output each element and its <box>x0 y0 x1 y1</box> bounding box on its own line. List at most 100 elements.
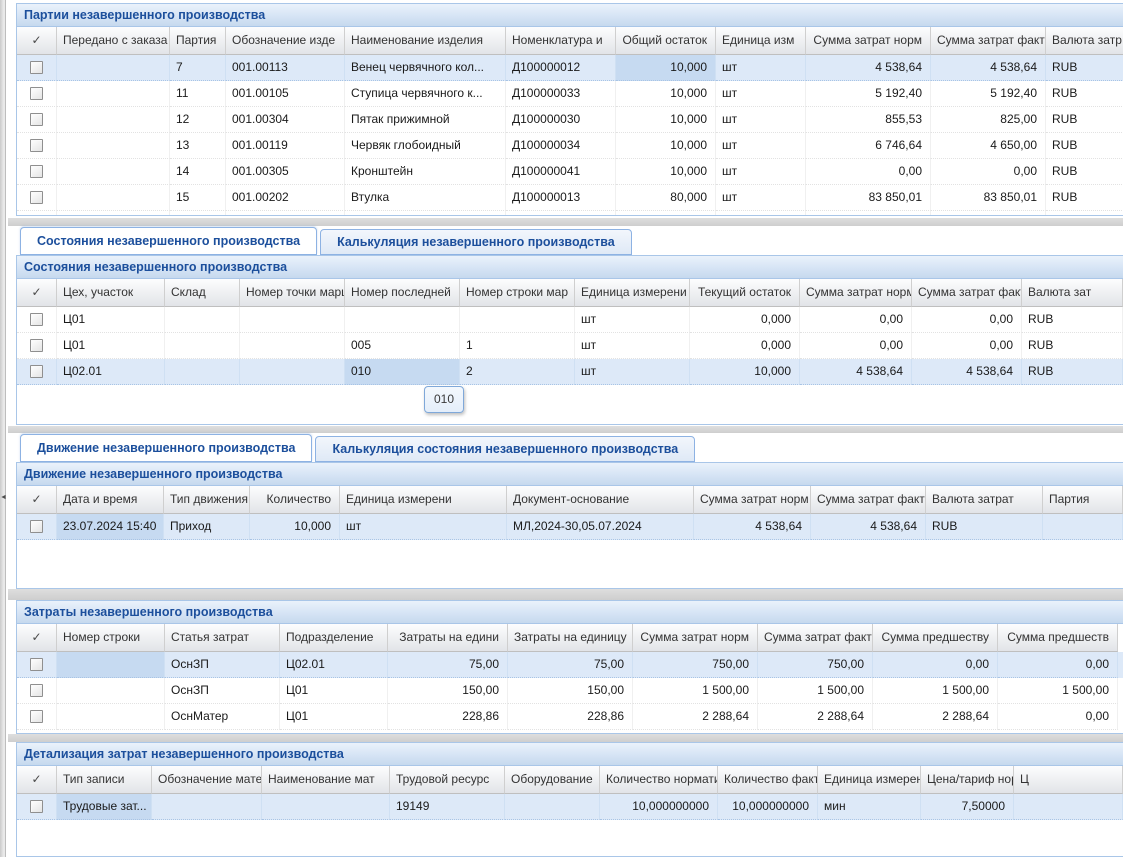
column-header[interactable]: Сумма затрат факт <box>811 486 926 514</box>
column-header[interactable]: Сумма затрат норм <box>694 486 811 514</box>
cell[interactable]: 001.00105 <box>226 81 345 107</box>
cell[interactable]: 6 746,64 <box>806 133 931 159</box>
cell[interactable]: 14 <box>170 159 226 185</box>
cell[interactable]: 4 538,64 <box>811 514 926 540</box>
column-header[interactable]: Валюта затрат <box>926 486 1043 514</box>
cell[interactable]: Д100000013 <box>506 185 616 211</box>
cell[interactable]: 1 500,00 <box>633 678 758 704</box>
cell[interactable]: 001.00304 <box>226 107 345 133</box>
cell[interactable]: 0,00 <box>806 159 931 185</box>
column-header[interactable]: Номер последней <box>345 279 460 307</box>
column-header[interactable]: Сумма затрат факт <box>912 279 1022 307</box>
column-header[interactable]: Валюта зат <box>1022 279 1123 307</box>
cell[interactable]: 3 048,00 <box>806 211 931 215</box>
column-header[interactable]: Оборудование <box>505 766 600 794</box>
cell[interactable]: RUB <box>1022 333 1123 359</box>
column-header[interactable]: Номер строки <box>57 624 165 652</box>
cell[interactable]: Приход <box>164 514 250 540</box>
cell[interactable]: Д100000034 <box>506 133 616 159</box>
cell[interactable] <box>57 652 165 678</box>
tab-wip-states[interactable]: Состояния незавершенного производства <box>20 227 318 255</box>
checkbox-cell[interactable] <box>17 514 57 540</box>
cell[interactable] <box>165 359 240 385</box>
cell[interactable]: 3 048,00 <box>931 211 1046 215</box>
row-checkbox[interactable] <box>30 339 43 352</box>
cell[interactable]: шт <box>716 55 806 81</box>
cell[interactable]: Ц02.01 <box>57 359 165 385</box>
cell[interactable] <box>262 794 390 820</box>
column-header[interactable]: Тип записи <box>57 766 152 794</box>
row-checkbox[interactable] <box>30 658 43 671</box>
cell[interactable]: шт <box>340 514 507 540</box>
table-row[interactable]: Ц01 005 1 шт 0,000 0,00 0,00 RUB <box>17 333 1123 359</box>
checkbox-cell[interactable] <box>17 794 57 820</box>
cell[interactable] <box>57 159 170 185</box>
cell[interactable]: 75,00 <box>508 652 633 678</box>
cell[interactable]: 4 538,64 <box>931 55 1046 81</box>
vertical-splitter[interactable]: ◄ <box>0 0 7 857</box>
cell[interactable]: RUB <box>926 514 1043 540</box>
table-row[interactable]: 21001.00401Крепление фланцевоеД100000019… <box>17 211 1123 215</box>
table-row[interactable]: 11 001.00105 Ступица червячного к... Д10000… <box>17 81 1123 107</box>
cell[interactable] <box>152 794 262 820</box>
cell[interactable]: 855,53 <box>806 107 931 133</box>
table-row[interactable]: Ц01 шт 0,000 0,00 0,00 RUB <box>17 307 1123 333</box>
horizontal-splitter[interactable] <box>8 589 1123 600</box>
checkbox-cell[interactable] <box>17 81 57 107</box>
cell[interactable]: Ц01 <box>280 704 388 730</box>
column-header[interactable]: Статья затрат <box>165 624 280 652</box>
cell[interactable]: шт <box>716 211 806 215</box>
table-row[interactable]: 7 001.00113 Венец червячного кол... Д100000… <box>17 55 1123 81</box>
table-row[interactable]: ОснЗП Ц01 150,00 150,00 1 500,00 1 500,00 1 50… <box>17 678 1123 704</box>
column-header[interactable]: Документ-основание <box>507 486 694 514</box>
cell[interactable]: 80,000 <box>616 185 716 211</box>
cell[interactable]: ОснЗП <box>165 652 280 678</box>
cell[interactable]: 10,000000000 <box>600 794 718 820</box>
column-header[interactable]: Тип движения <box>164 486 250 514</box>
cell[interactable]: 4 538,64 <box>800 359 912 385</box>
cell[interactable]: 23.07.2024 15:40 <box>57 514 164 540</box>
cell[interactable]: Д100000019 <box>506 211 616 215</box>
checkbox-cell[interactable] <box>17 333 57 359</box>
column-header[interactable]: Количество норматив <box>600 766 718 794</box>
column-header[interactable]: Количество <box>250 486 340 514</box>
row-checkbox[interactable] <box>30 61 43 74</box>
column-header[interactable]: Количество факт <box>718 766 818 794</box>
cell[interactable]: 001.00305 <box>226 159 345 185</box>
cell[interactable]: 10,000 <box>250 514 340 540</box>
row-checkbox[interactable] <box>30 191 43 204</box>
cell[interactable]: Червяк глобоидный <box>345 133 506 159</box>
column-header[interactable]: Текущий остаток <box>690 279 800 307</box>
select-all-header[interactable]: ✓ <box>17 624 57 652</box>
cell[interactable]: 10,000 <box>616 81 716 107</box>
cell[interactable]: 13 <box>170 133 226 159</box>
column-header[interactable]: Наименование мат <box>262 766 390 794</box>
row-checkbox[interactable] <box>30 87 43 100</box>
select-all-header[interactable]: ✓ <box>17 279 57 307</box>
cell[interactable]: 83 850,01 <box>931 185 1046 211</box>
cell[interactable]: 10,000 <box>616 133 716 159</box>
cell[interactable]: Кронштейн <box>345 159 506 185</box>
cell[interactable]: 1 500,00 <box>873 678 998 704</box>
cell[interactable]: 11 <box>170 81 226 107</box>
cell[interactable]: 0,000 <box>690 333 800 359</box>
cell[interactable]: 001.00119 <box>226 133 345 159</box>
cell[interactable]: 0,00 <box>873 652 998 678</box>
collapse-splitter-icon[interactable]: ◄ <box>0 494 7 501</box>
cell[interactable]: 4 650,00 <box>931 133 1046 159</box>
cell[interactable]: RUB <box>1046 55 1123 81</box>
cell[interactable] <box>57 185 170 211</box>
column-header[interactable]: Подразделение <box>280 624 388 652</box>
row-checkbox[interactable] <box>30 684 43 697</box>
checkbox-cell[interactable] <box>17 307 57 333</box>
column-header[interactable]: Партия <box>1043 486 1123 514</box>
cell[interactable]: 2 288,64 <box>758 704 873 730</box>
cell[interactable]: Крепление фланцевое <box>345 211 506 215</box>
cell[interactable]: Пятак прижимной <box>345 107 506 133</box>
cell[interactable]: 83 850,01 <box>806 185 931 211</box>
cell[interactable]: 750,00 <box>758 652 873 678</box>
cell[interactable] <box>240 307 345 333</box>
cell[interactable]: 10,000 <box>616 159 716 185</box>
cell[interactable]: Ступица червячного к... <box>345 81 506 107</box>
cell[interactable]: 2 <box>460 359 575 385</box>
